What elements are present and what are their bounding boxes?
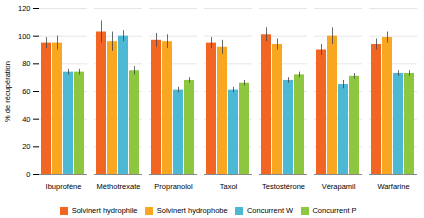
html-text:Solvinert hydrophobe: Solvinert hydrophobe	[156, 206, 228, 215]
svg-text:Vérapamil: Vérapamil	[322, 182, 356, 191]
html-text:Concurrent P: Concurrent P	[312, 206, 357, 215]
svg-text:100: 100	[18, 32, 31, 41]
svg-text:Méthotrexate: Méthotrexate	[97, 182, 141, 191]
svg-text:Propranolol: Propranolol	[154, 182, 193, 191]
svg-text:60: 60	[22, 87, 30, 96]
svg-text:80: 80	[22, 59, 30, 68]
svg-text:Taxol: Taxol	[220, 182, 238, 191]
svg-text:0: 0	[26, 170, 30, 179]
svg-text:% de récupération: % de récupération	[3, 61, 12, 122]
svg-text:20: 20	[22, 142, 30, 151]
svg-text:40: 40	[22, 115, 30, 124]
svg-text:Ibuprofène: Ibuprofène	[46, 182, 82, 191]
svg-text:120: 120	[18, 4, 31, 13]
html-text:Concurrent W: Concurrent W	[246, 206, 294, 215]
html-text:Solvinert hydrophile: Solvinert hydrophile	[71, 206, 138, 215]
svg-text:Warfarine: Warfarine	[377, 182, 409, 191]
svg-text:Testostérone: Testostérone	[262, 182, 305, 191]
